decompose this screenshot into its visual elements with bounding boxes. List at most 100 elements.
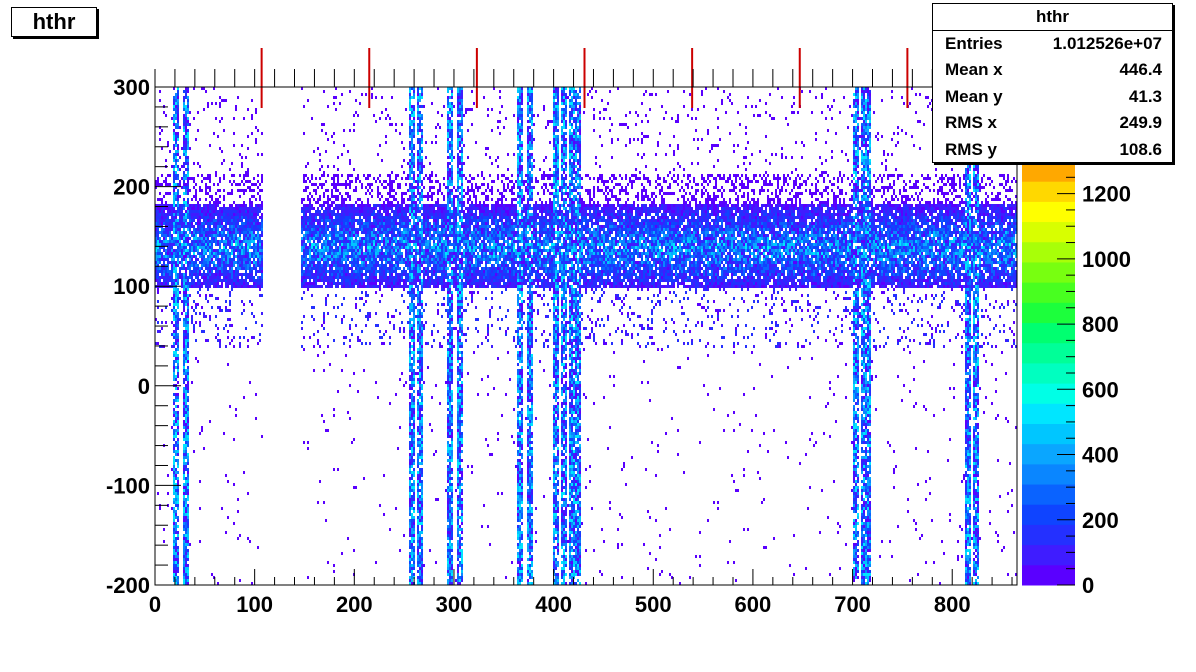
heatmap-cell — [207, 204, 209, 207]
heatmap-cell — [203, 228, 205, 231]
heatmap-cell — [169, 255, 171, 258]
heatmap-cell — [173, 132, 175, 135]
heatmap-cell — [171, 282, 173, 285]
heatmap-cell — [409, 354, 411, 357]
heatmap-cell — [201, 267, 203, 270]
heatmap-cell — [409, 459, 411, 462]
heatmap-cell — [409, 255, 411, 258]
heatmap-cell — [347, 273, 349, 276]
heatmap-cell — [377, 177, 379, 180]
heatmap-cell — [183, 165, 185, 168]
heatmap-cell — [165, 258, 167, 261]
heatmap-cell — [395, 177, 397, 180]
heatmap-cell — [215, 252, 217, 255]
heatmap-cell — [157, 306, 159, 309]
heatmap-cell — [177, 312, 179, 315]
heatmap-cell — [419, 144, 421, 147]
heatmap-cell — [303, 189, 305, 192]
heatmap-cell — [411, 216, 413, 219]
heatmap-cell — [209, 261, 211, 264]
heatmap-cell — [193, 243, 195, 246]
heatmap-cell — [175, 555, 177, 558]
heatmap-cell — [187, 342, 189, 345]
heatmap-cell — [237, 240, 239, 243]
heatmap-cell — [371, 240, 373, 243]
heatmap-cell — [175, 378, 177, 381]
heatmap-cell — [375, 120, 377, 123]
heatmap-cell — [165, 240, 167, 243]
heatmap-cell — [237, 96, 239, 99]
heatmap-cell — [231, 216, 233, 219]
heatmap-cell — [387, 213, 389, 216]
heatmap-cell — [329, 204, 331, 207]
heatmap-cell — [367, 225, 369, 228]
heatmap-cell — [189, 222, 191, 225]
heatmap-cell — [175, 210, 177, 213]
heatmap-cell — [331, 225, 333, 228]
heatmap-cell — [377, 195, 379, 198]
heatmap-cell — [409, 204, 411, 207]
heatmap-cell — [365, 222, 367, 225]
heatmap-cell — [177, 210, 179, 213]
heatmap-cell — [179, 234, 181, 237]
heatmap-cell — [175, 522, 177, 525]
heatmap-cell — [399, 225, 401, 228]
heatmap-cell — [411, 396, 413, 399]
heatmap-cell — [389, 201, 391, 204]
heatmap-cell — [175, 405, 177, 408]
heatmap-cell — [387, 261, 389, 264]
heatmap-cell — [413, 558, 415, 561]
heatmap-cell — [253, 282, 255, 285]
heatmap-cell — [349, 204, 351, 207]
heatmap-cell — [341, 246, 343, 249]
heatmap-cell — [323, 258, 325, 261]
heatmap-cell — [395, 219, 397, 222]
heatmap-cell — [353, 114, 355, 117]
heatmap-cell — [261, 213, 263, 216]
heatmap-cell — [403, 282, 405, 285]
heatmap-cell — [193, 240, 195, 243]
heatmap-cell — [255, 225, 257, 228]
heatmap-cell — [195, 264, 197, 267]
heatmap-cell — [371, 276, 373, 279]
heatmap-cell — [233, 273, 235, 276]
heatmap-cell — [333, 408, 335, 411]
heatmap-cell — [375, 246, 377, 249]
heatmap-cell — [185, 204, 187, 207]
heatmap-cell — [391, 288, 393, 291]
heatmap-cell — [191, 210, 193, 213]
heatmap-cell — [211, 228, 213, 231]
heatmap-cell — [363, 213, 365, 216]
heatmap-cell — [227, 261, 229, 264]
heatmap-cell — [315, 177, 317, 180]
heatmap-cell — [405, 183, 407, 186]
heatmap-cell — [399, 243, 401, 246]
heatmap-cell — [349, 210, 351, 213]
heatmap-cell — [325, 216, 327, 219]
heatmap-cell — [323, 174, 325, 177]
heatmap-cell — [163, 207, 165, 210]
heatmap-cell — [177, 195, 179, 198]
heatmap-cell — [183, 243, 185, 246]
heatmap-cell — [303, 180, 305, 183]
heatmap-cell — [185, 399, 187, 402]
heatmap-cell — [213, 216, 215, 219]
heatmap-cell — [359, 339, 361, 342]
heatmap-cell — [225, 531, 227, 534]
heatmap-cell — [189, 210, 191, 213]
heatmap-cell — [417, 105, 419, 108]
heatmap-cell — [185, 123, 187, 126]
heatmap-cell — [409, 240, 411, 243]
heatmap-cell — [243, 207, 245, 210]
heatmap-cell — [413, 333, 415, 336]
heatmap-cell — [409, 507, 411, 510]
heatmap-cell — [211, 294, 213, 297]
heatmap-cell — [329, 210, 331, 213]
heatmap-cell — [395, 246, 397, 249]
heatmap-cell — [255, 108, 257, 111]
heatmap-cell — [209, 270, 211, 273]
heatmap-cell — [323, 351, 325, 354]
heatmap-cell — [347, 411, 349, 414]
heatmap-cell — [229, 216, 231, 219]
heatmap-cell — [163, 240, 165, 243]
